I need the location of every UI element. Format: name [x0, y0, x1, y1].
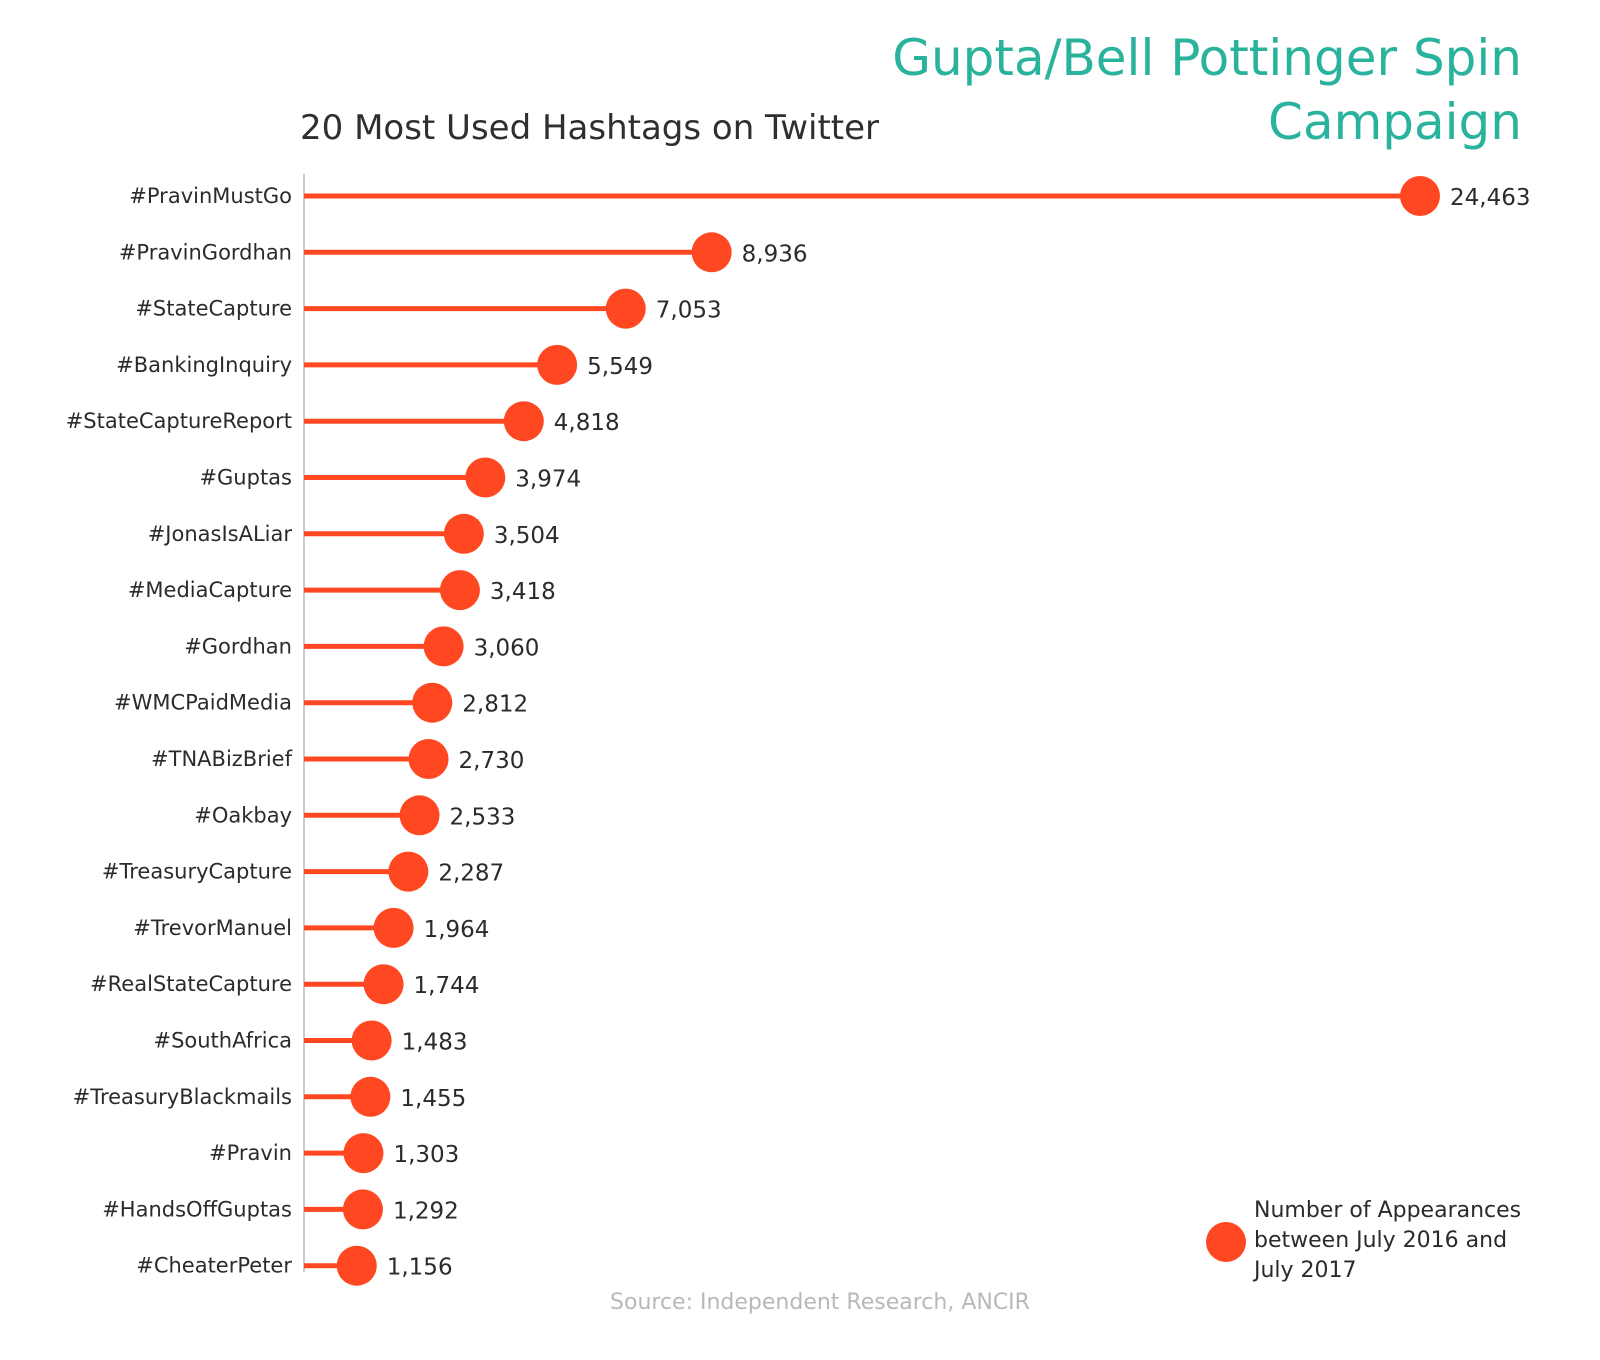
value-label: 8,936 [742, 241, 808, 267]
lollipop-dot [1400, 176, 1440, 216]
value-label: 1,744 [414, 973, 480, 999]
category-label: #Gordhan [184, 634, 292, 658]
value-label: 2,730 [459, 748, 525, 774]
chart-title: 20 Most Used Hashtags on Twitter [300, 108, 880, 148]
category-label: #Pravin [209, 1141, 292, 1165]
category-label: #RealStateCapture [90, 972, 292, 996]
category-label: #JonasIsALiar [148, 522, 293, 546]
lollipop-dot [408, 739, 449, 779]
category-label: #HandsOffGuptas [102, 1197, 292, 1221]
category-label: #BankingInquiry [116, 353, 292, 377]
category-label: #TreasuryBlackmails [73, 1085, 292, 1109]
category-label: #TrevorManuel [133, 916, 292, 940]
lollipop-dot [363, 964, 404, 1005]
lollipop-dot [412, 682, 453, 723]
category-label: #WMCPaidMedia [114, 691, 292, 715]
lollipop-dot [350, 1076, 391, 1117]
value-label: 5,549 [587, 354, 653, 380]
value-label: 1,483 [402, 1030, 468, 1056]
value-label: 2,533 [450, 804, 516, 830]
value-label: 1,964 [424, 917, 490, 943]
category-label: #TreasuryCapture [102, 860, 292, 884]
legend-label: Number of Appearances between July 2016 … [1254, 1198, 1522, 1283]
lollipop-dot [439, 570, 480, 611]
lollipop-dot [691, 232, 732, 273]
lollipop-dot [342, 1189, 383, 1230]
category-label: #StateCapture [135, 297, 292, 321]
category-label: #SouthAfrica [153, 1029, 292, 1053]
value-label: 1,292 [393, 1198, 459, 1224]
lollipop-dot [465, 457, 506, 498]
category-label: #StateCaptureReport [66, 409, 292, 433]
lollipop-dot [336, 1245, 377, 1286]
lollipop-dot [423, 626, 464, 667]
category-label: #Guptas [199, 466, 292, 490]
lollipop-dot [351, 1020, 392, 1061]
value-label: 7,053 [656, 298, 722, 324]
value-label: 2,287 [438, 861, 504, 887]
lollipop-dot [388, 851, 429, 892]
value-label: 3,504 [494, 523, 560, 549]
value-label: 1,303 [393, 1142, 459, 1168]
value-label: 24,463 [1450, 185, 1530, 211]
category-label: #Oakbay [194, 803, 292, 827]
lollipop-dot [605, 288, 646, 329]
value-label: 1,455 [400, 1086, 466, 1112]
lollipop-dot [537, 344, 578, 385]
value-label: 3,974 [515, 467, 581, 493]
legend-marker [1206, 1222, 1246, 1262]
lollipop-dot [503, 401, 544, 442]
category-label: #PravinGordhan [119, 240, 292, 264]
value-label: 4,818 [554, 410, 620, 436]
lollipop-dot [443, 513, 484, 554]
main-title: Gupta/Bell Pottinger Spin Campaign [892, 29, 1522, 151]
value-label: 2,812 [462, 692, 528, 718]
lollipop-dot [373, 907, 414, 948]
category-label: #MediaCapture [128, 578, 292, 602]
category-label: #PravinMustGo [129, 184, 292, 208]
value-label: 3,060 [474, 635, 540, 661]
source-note: Source: Independent Research, ANCIR [610, 1290, 1030, 1315]
lollipop-dot [343, 1133, 384, 1174]
category-label: #CheaterPeter [136, 1254, 292, 1278]
category-label: #TNABizBrief [151, 747, 293, 771]
value-label: 1,156 [387, 1255, 453, 1281]
value-label: 3,418 [490, 579, 556, 605]
lollipop-dot [399, 795, 440, 836]
